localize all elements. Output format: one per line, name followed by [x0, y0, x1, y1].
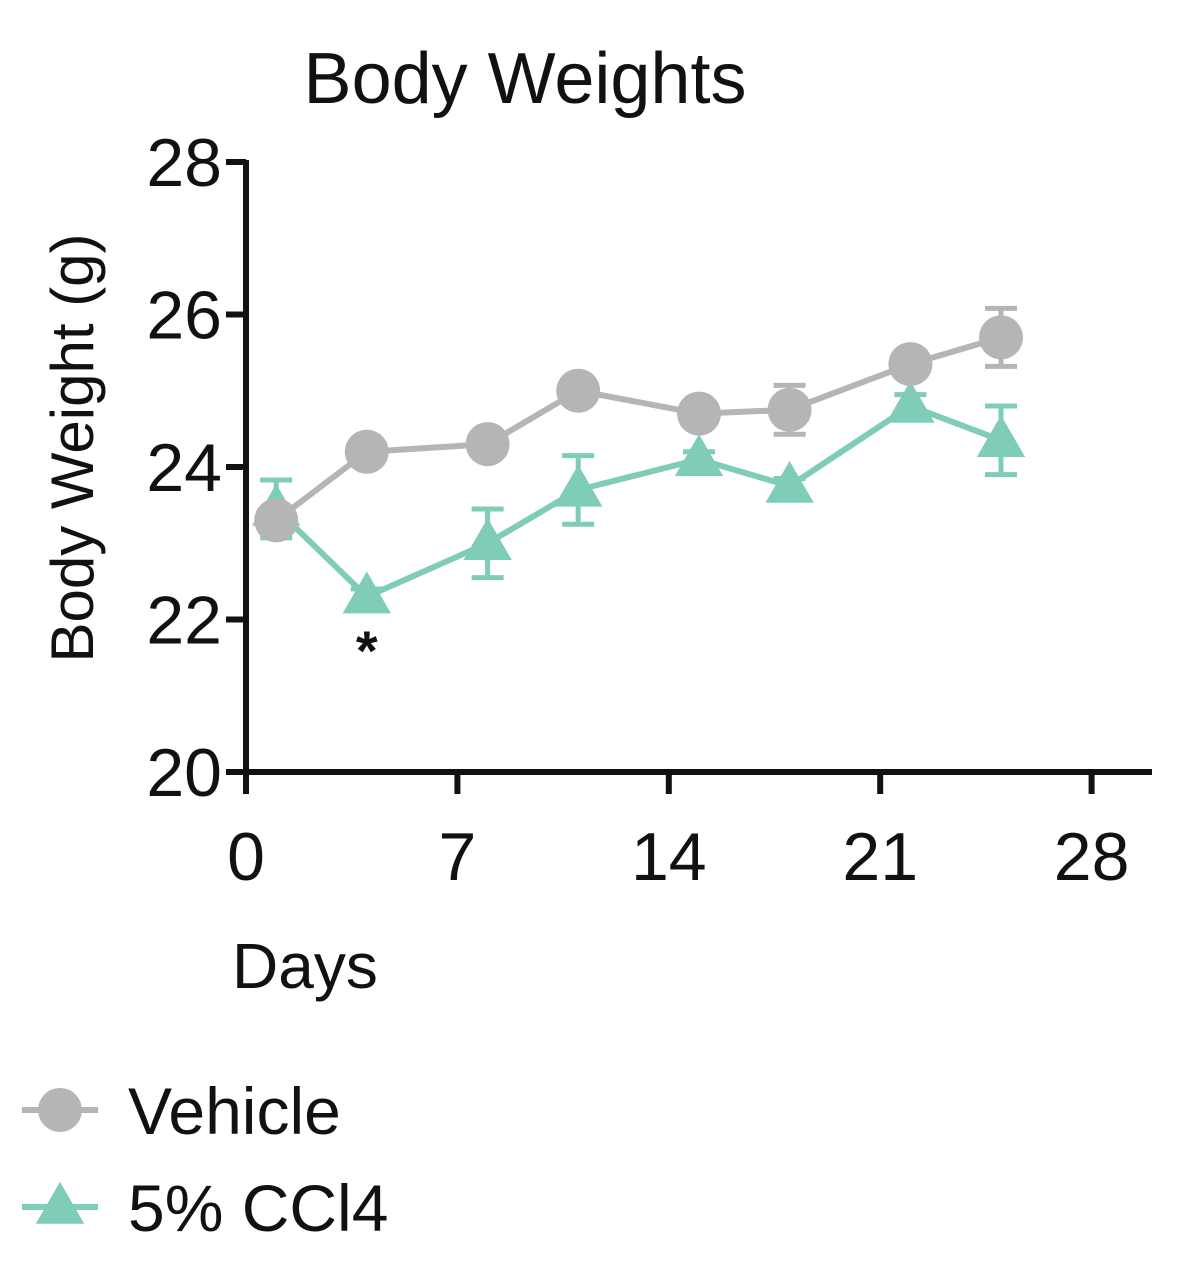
data-point [38, 1088, 82, 1132]
y-tick-label: 22 [146, 583, 222, 659]
significance-marker: * [356, 619, 378, 682]
y-axis-label: Body Weight (g) [39, 233, 106, 662]
legend-label: 5% CCl4 [128, 1171, 388, 1245]
data-point [979, 315, 1023, 360]
data-point [342, 571, 391, 614]
series-line [274, 402, 1003, 601]
series-vehicle [254, 305, 1023, 543]
data-point [886, 380, 935, 423]
data-point [465, 422, 510, 467]
y-tick-label: 26 [146, 278, 222, 354]
series-layer [252, 305, 1026, 614]
y-tick-label: 24 [146, 430, 222, 506]
series-ccl4 [252, 380, 1026, 614]
data-point [35, 1181, 85, 1224]
axes: 20 22 24 26 28 0 7 14 21 28 [146, 125, 1152, 895]
x-tick-label: 7 [438, 819, 476, 895]
legend-item-ccl4: 5% CCl4 [22, 1171, 388, 1245]
x-tick-label: 28 [1054, 819, 1130, 895]
data-point [976, 415, 1026, 458]
data-point [556, 368, 601, 413]
annotation-layer: * [356, 619, 378, 682]
data-point [888, 342, 933, 387]
data-point [677, 391, 721, 436]
legend-label: Vehicle [128, 1074, 341, 1148]
legend-item-vehicle: Vehicle [22, 1074, 341, 1148]
y-tick-label: 20 [146, 735, 222, 811]
chart-title: Body Weights [304, 39, 747, 119]
data-point [767, 387, 812, 432]
data-point [765, 460, 814, 503]
x-tick-label: 0 [227, 819, 265, 895]
x-tick-label: 14 [631, 819, 707, 895]
data-point [674, 434, 724, 477]
x-axis-label: Days [232, 930, 378, 1002]
x-tick-label: 21 [842, 819, 918, 895]
data-point [463, 518, 512, 560]
data-point [344, 429, 389, 474]
legend: Vehicle 5% CCl4 [22, 1074, 388, 1245]
y-tick-label: 28 [146, 125, 222, 201]
data-point [254, 498, 299, 543]
data-point [554, 464, 603, 507]
